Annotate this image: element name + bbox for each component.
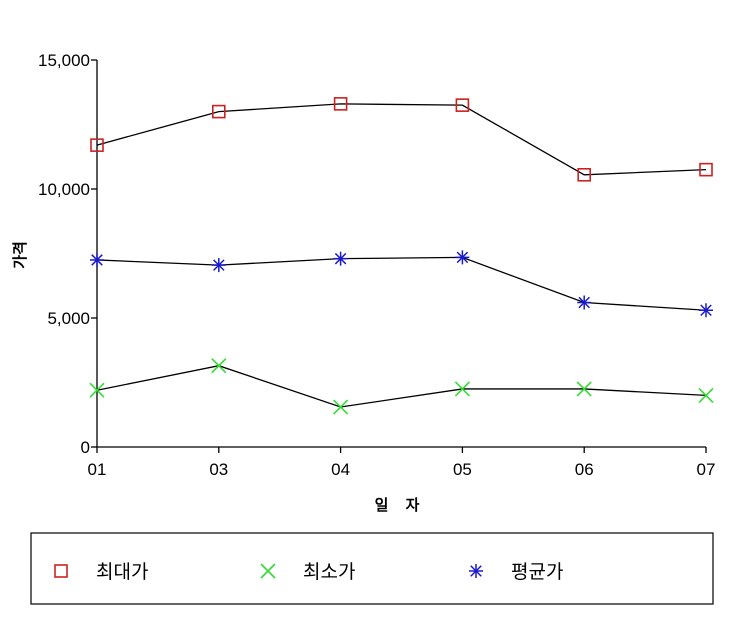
legend-marker bbox=[260, 563, 276, 579]
y-tick-label: 15,000 bbox=[38, 51, 90, 70]
marker-stroke bbox=[578, 296, 590, 309]
data-point-2-1 bbox=[89, 382, 105, 398]
series-line-2 bbox=[96, 365, 707, 408]
data-point-1-3 bbox=[333, 97, 348, 111]
y-tick-label: 5,000 bbox=[47, 309, 90, 328]
axes: 0 5,000 10,000 15,000 01 03 04 05 06 07 bbox=[38, 51, 715, 479]
series-lines bbox=[96, 103, 707, 408]
legend-label: 최대가 bbox=[96, 561, 148, 583]
marker-stroke bbox=[334, 252, 347, 265]
data-point-1-5 bbox=[577, 168, 592, 182]
x-tick-label: 06 bbox=[575, 460, 594, 479]
marker-stroke bbox=[700, 304, 712, 317]
marker-stroke bbox=[211, 358, 227, 374]
y-axis-title: 가격 bbox=[11, 241, 29, 269]
data-point-2-2 bbox=[211, 358, 227, 374]
data-point-2-4 bbox=[454, 381, 470, 397]
data-point-1-2 bbox=[212, 104, 226, 119]
legend-marker bbox=[54, 564, 68, 578]
data-point-2-3 bbox=[333, 399, 349, 415]
legend-label: 최소가 bbox=[303, 561, 355, 583]
x-tick-label: 01 bbox=[88, 460, 107, 479]
x-tick-label: 07 bbox=[697, 460, 716, 479]
series-line-1 bbox=[96, 103, 707, 176]
marker-stroke bbox=[698, 387, 714, 403]
data-point-3-4 bbox=[455, 250, 470, 265]
x-tick-label: 04 bbox=[331, 460, 350, 479]
data-point-3-1 bbox=[90, 252, 104, 267]
series-line-3 bbox=[96, 256, 707, 311]
marker-stroke bbox=[576, 381, 592, 397]
marker-stroke bbox=[89, 382, 105, 398]
legend-item-2: 최소가 bbox=[260, 561, 355, 583]
data-point-1-1 bbox=[90, 138, 104, 152]
x-tick-label: 03 bbox=[209, 460, 228, 479]
data-point-1-4 bbox=[455, 98, 470, 112]
marker-stroke bbox=[333, 399, 349, 415]
marker-stroke bbox=[470, 565, 482, 577]
y-tick-label: 10,000 bbox=[38, 180, 90, 199]
data-point-3-6 bbox=[699, 303, 713, 318]
data-point-1-6 bbox=[699, 162, 713, 177]
marker-stroke bbox=[91, 254, 103, 266]
legend-item-3: 평균가 bbox=[469, 561, 563, 583]
marker-stroke bbox=[213, 259, 225, 271]
y-tick-label: 0 bbox=[81, 438, 90, 457]
marker-stroke bbox=[456, 251, 469, 264]
marker-stroke bbox=[454, 381, 470, 397]
data-point-3-5 bbox=[577, 295, 592, 310]
data-point-2-6 bbox=[698, 387, 714, 403]
legend-item-1: 최대가 bbox=[54, 561, 148, 583]
legend-label: 평균가 bbox=[511, 561, 563, 583]
data-point-3-2 bbox=[211, 258, 226, 273]
marker-stroke bbox=[260, 563, 276, 579]
data-point-3-3 bbox=[333, 251, 348, 266]
x-tick-label: 05 bbox=[453, 460, 472, 479]
legend-marker bbox=[469, 564, 483, 578]
legend-box bbox=[30, 532, 714, 605]
legend: 최대가 최소가 평균가 bbox=[30, 532, 714, 605]
series-markers bbox=[89, 97, 714, 415]
data-point-2-5 bbox=[576, 381, 592, 397]
x-axis-title: 일 자 bbox=[375, 496, 426, 514]
